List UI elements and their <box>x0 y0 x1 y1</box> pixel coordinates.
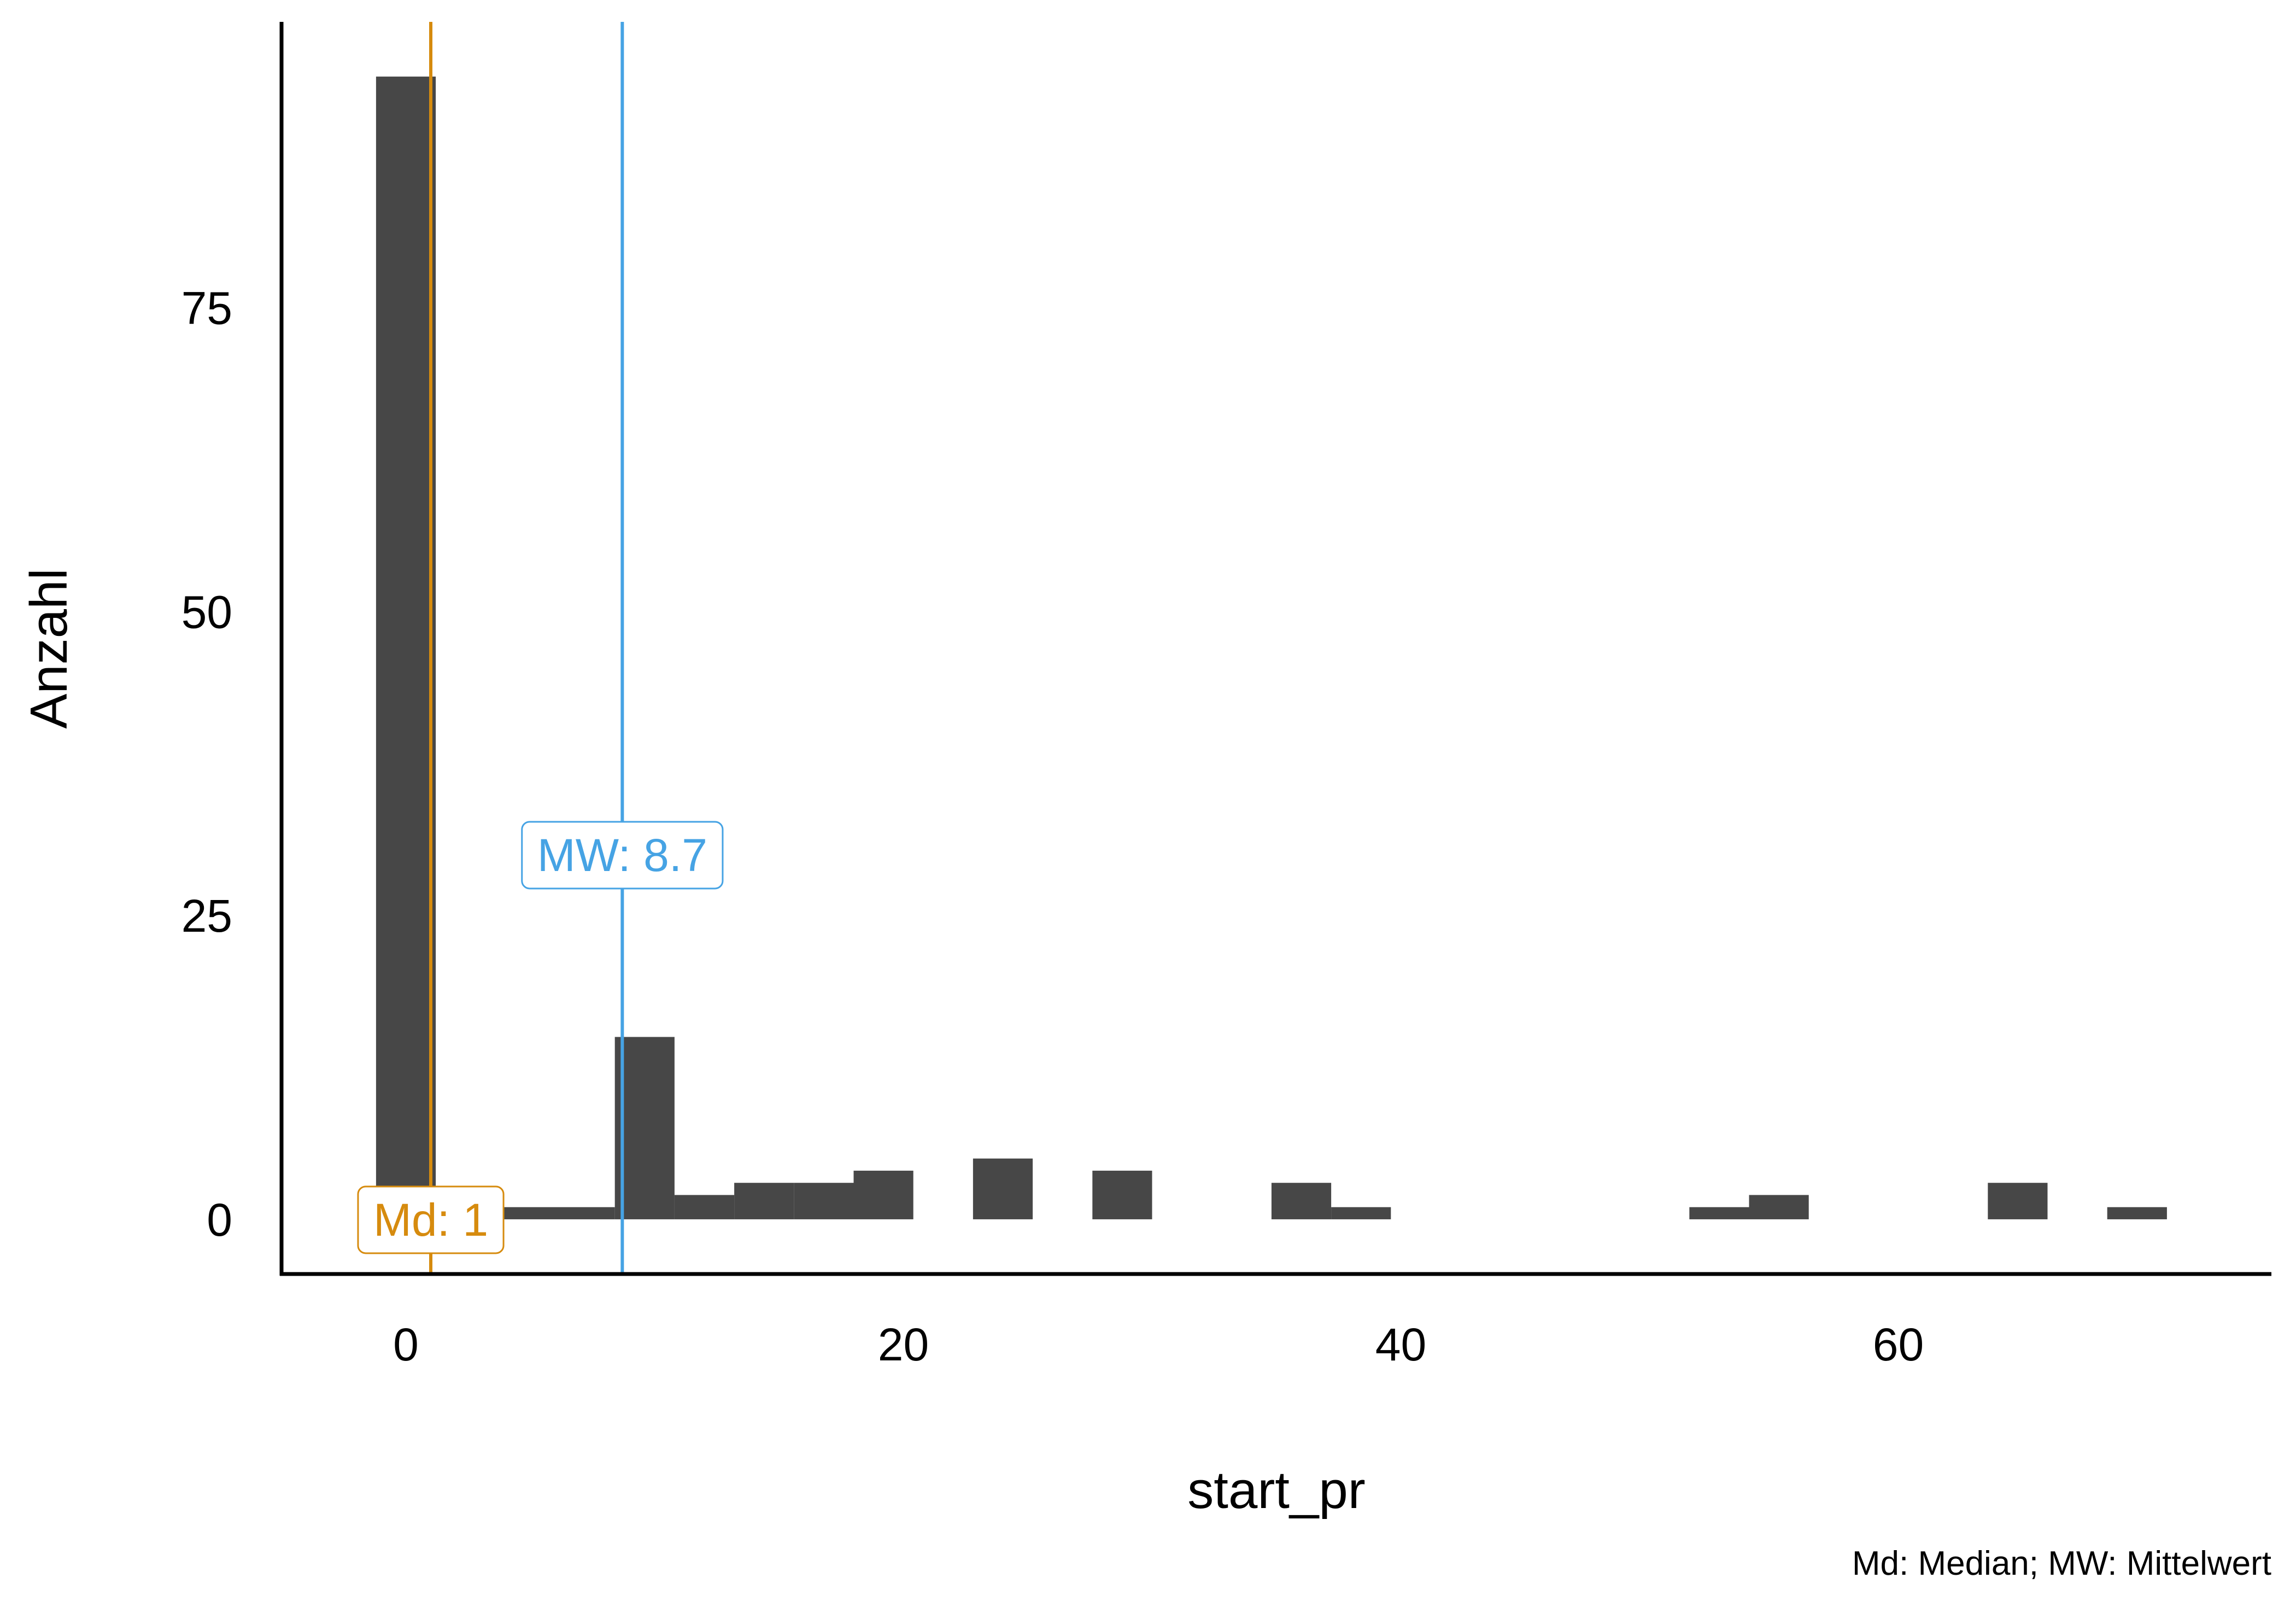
mw-label-box <box>521 821 724 890</box>
x-axis-title: start_pr <box>1187 1461 1365 1520</box>
histogram-bar <box>614 1037 675 1219</box>
x-tick-label: 40 <box>1375 1319 1426 1370</box>
y-tick-label: 75 <box>181 282 232 334</box>
x-axis-ticks: 0 20 40 60 <box>393 1319 1924 1370</box>
histogram-bar <box>734 1183 794 1219</box>
md-label: Md: 1 <box>357 1185 505 1254</box>
y-tick-label: 50 <box>181 586 232 638</box>
histogram-bar <box>1092 1171 1152 1219</box>
md-label-box <box>357 1185 505 1254</box>
y-tick-label: 0 <box>207 1194 232 1246</box>
x-tick-label: 0 <box>393 1319 419 1370</box>
mw-label: MW: 8.7 <box>521 821 724 890</box>
histogram-bar <box>495 1207 555 1219</box>
histogram-bar <box>376 77 436 1219</box>
x-tick-label: 60 <box>1873 1319 1924 1370</box>
histogram-bar <box>973 1158 1033 1219</box>
histogram-bar <box>1271 1183 1332 1219</box>
y-axis-ticks: 0 25 50 75 <box>181 282 232 1245</box>
bars <box>376 77 2167 1219</box>
histogram-bar <box>794 1183 854 1219</box>
histogram-bar <box>674 1195 735 1219</box>
histogram-bar <box>1749 1195 1809 1219</box>
reference-labels: Md: 1 MW: 8.7 <box>357 821 724 1254</box>
histogram-bar <box>1988 1183 2048 1219</box>
histogram-bar <box>853 1171 913 1219</box>
histogram-bar <box>1331 1207 1391 1219</box>
chart-caption: Md: Median; MW: Mittelwert <box>1852 1545 2271 1582</box>
y-tick-label: 25 <box>181 890 232 942</box>
md-label-text: Md: 1 <box>373 1194 488 1246</box>
mw-label-text: MW: 8.7 <box>537 829 707 881</box>
y-axis-title: Anzahl <box>20 568 78 729</box>
histogram-bar <box>2107 1207 2167 1219</box>
x-tick-label: 20 <box>878 1319 929 1370</box>
histogram-bar <box>555 1207 615 1219</box>
reference-lines <box>429 22 624 1274</box>
histogram-bar <box>1689 1207 1749 1219</box>
